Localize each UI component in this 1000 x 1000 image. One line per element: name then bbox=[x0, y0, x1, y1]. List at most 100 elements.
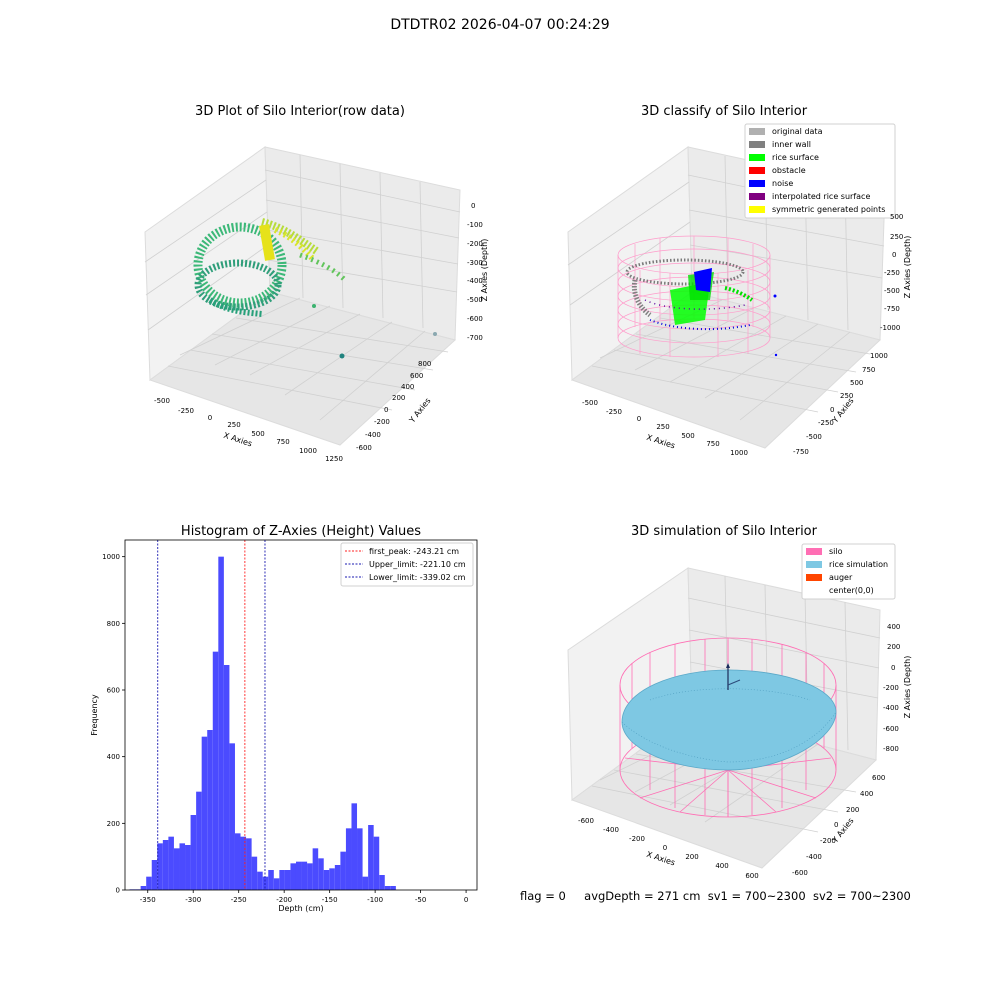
classify-xlabel: X Axies bbox=[645, 433, 676, 451]
classify-ytick: 1000 bbox=[870, 352, 888, 360]
simulation-ytick: -400 bbox=[806, 853, 822, 861]
legend-label: interpolated rice surface bbox=[772, 192, 870, 201]
legend-swatch-obstacle bbox=[749, 167, 765, 174]
status-footer: flag = 0 avgDepth = 271 cm sv1 = 700~230… bbox=[520, 889, 911, 903]
histogram-yticks: 0 200 400 600 800 1000 bbox=[102, 553, 125, 895]
figure-title: DTDTR02 2026-04-07 00:24:29 bbox=[390, 17, 610, 33]
histogram-xlabel: Depth (cm) bbox=[278, 904, 323, 913]
histogram-bar bbox=[340, 851, 346, 890]
histogram-bar bbox=[351, 803, 358, 890]
histogram-title: Histogram of Z-Axies (Height) Values bbox=[180, 524, 422, 539]
raw-ztick: -500 bbox=[467, 296, 483, 304]
raw-xtick: 0 bbox=[208, 414, 212, 422]
histogram-bar bbox=[140, 886, 147, 890]
histogram-ytick-label: 1000 bbox=[102, 553, 120, 561]
raw-xtick: -250 bbox=[178, 407, 194, 415]
histogram-ylabel: Frequency bbox=[90, 694, 99, 736]
histogram-ytick-label: 200 bbox=[107, 820, 120, 828]
histogram-bar bbox=[373, 836, 380, 890]
raw-point-cloud bbox=[193, 218, 437, 359]
histogram-xtick-label: -150 bbox=[322, 896, 338, 904]
classify-xtick: 1000 bbox=[730, 449, 748, 457]
simulation-ztick: 0 bbox=[891, 664, 895, 672]
histogram-bar bbox=[334, 865, 341, 890]
simulation-xtick: -200 bbox=[629, 835, 645, 843]
classify-ytick: -500 bbox=[806, 433, 822, 441]
histogram-bar bbox=[212, 651, 219, 890]
simulation-xtick: 400 bbox=[715, 862, 728, 870]
raw-ytick: 200 bbox=[392, 394, 405, 402]
legend-label: rice surface bbox=[772, 153, 819, 162]
classify-xtick: -500 bbox=[582, 399, 598, 407]
raw-xtick: -500 bbox=[154, 397, 170, 405]
histogram-bar bbox=[207, 730, 213, 890]
histogram-bar bbox=[312, 848, 319, 890]
simulation-xtick: 200 bbox=[685, 853, 698, 861]
classified-points bbox=[625, 258, 778, 357]
classify-xtick: 0 bbox=[637, 415, 641, 423]
histogram-bar bbox=[379, 875, 385, 890]
histogram-bar bbox=[196, 791, 202, 890]
simulation-ytick: 0 bbox=[834, 821, 838, 829]
legend-label: silo bbox=[829, 547, 843, 556]
legend-swatch-noise bbox=[749, 180, 765, 187]
raw-xtick: 250 bbox=[227, 421, 240, 429]
histogram-ytick-label: 0 bbox=[116, 887, 120, 895]
simulation-ztick: 200 bbox=[887, 643, 900, 651]
histogram-bar bbox=[168, 836, 174, 890]
raw-ytick: -200 bbox=[374, 418, 390, 426]
histogram-xtick-label: -250 bbox=[231, 896, 247, 904]
simulation-ytick: 400 bbox=[860, 790, 873, 798]
raw-xtick: 500 bbox=[251, 430, 264, 438]
classify-xtick: 500 bbox=[681, 432, 694, 440]
histogram-legend: first_peak: -243.21 cm Upper_limit: -221… bbox=[340, 542, 474, 587]
histogram-bar bbox=[290, 863, 296, 890]
sv2-text: sv2 = 700~2300 bbox=[812, 889, 911, 903]
histogram-xtick-label: 0 bbox=[464, 896, 468, 904]
simulation-xtick: -600 bbox=[578, 817, 594, 825]
classify-ztick: 0 bbox=[892, 251, 896, 259]
classify-ytick: 500 bbox=[850, 379, 863, 387]
raw-ytick: 600 bbox=[410, 372, 423, 380]
classify-ztick: -1000 bbox=[880, 324, 900, 332]
histogram-bar bbox=[318, 858, 324, 890]
raw-ztick: -300 bbox=[467, 259, 483, 267]
avg-depth-text: avgDepth = 271 cm bbox=[584, 889, 701, 903]
simulation-xlabel: X Axies bbox=[645, 850, 676, 868]
raw-xtick: 1250 bbox=[325, 455, 343, 463]
legend-swatch-inner-wall bbox=[749, 141, 765, 148]
histogram-bar bbox=[246, 838, 252, 890]
raw-3d-plot: -500 -250 0 250 500 750 1000 1250 X Axie… bbox=[144, 146, 489, 463]
histogram-bar bbox=[307, 863, 313, 890]
histogram-bar bbox=[273, 878, 280, 890]
histogram-bar bbox=[368, 825, 374, 890]
legend-swatch-auger bbox=[806, 574, 822, 581]
legend-label: symmetric generated points bbox=[772, 205, 885, 214]
classify-ztick: -250 bbox=[884, 269, 900, 277]
legend-label: Upper_limit: -221.10 cm bbox=[369, 560, 466, 569]
histogram-bar bbox=[301, 861, 308, 890]
raw-xtick: 750 bbox=[276, 438, 289, 446]
simulation-ytick: 200 bbox=[846, 806, 859, 814]
raw-ztick: -100 bbox=[467, 221, 483, 229]
histogram-bar bbox=[357, 828, 363, 890]
histogram-bar bbox=[229, 743, 235, 890]
legend-swatch-interpolated bbox=[749, 193, 765, 200]
classify-legend: original data inner wall rice surface ob… bbox=[744, 123, 896, 219]
raw-ytick: -400 bbox=[365, 431, 381, 439]
legend-swatch-original bbox=[749, 128, 765, 135]
legend-label: center(0,0) bbox=[829, 586, 874, 595]
histogram-bar bbox=[234, 833, 241, 890]
histogram-xticks: -350 -300 -250 -200 -150 -100 -50 0 bbox=[140, 890, 468, 904]
classify-ytick: -750 bbox=[793, 448, 809, 456]
histogram-bar bbox=[179, 843, 186, 890]
histogram-bar bbox=[157, 843, 163, 890]
classify-ytick: 250 bbox=[840, 392, 853, 400]
histogram-bars bbox=[129, 556, 396, 890]
histogram-chart: -350 -300 -250 -200 -150 -100 -50 0 0 200 400 600 8… bbox=[90, 539, 478, 913]
legend-label: Lower_limit: -339.02 cm bbox=[369, 573, 466, 582]
simulation-ztick: -400 bbox=[883, 704, 899, 712]
histogram-bar bbox=[151, 860, 158, 890]
classify-ztick: -750 bbox=[884, 305, 900, 313]
sv1-text: sv1 = 700~2300 bbox=[707, 889, 806, 903]
